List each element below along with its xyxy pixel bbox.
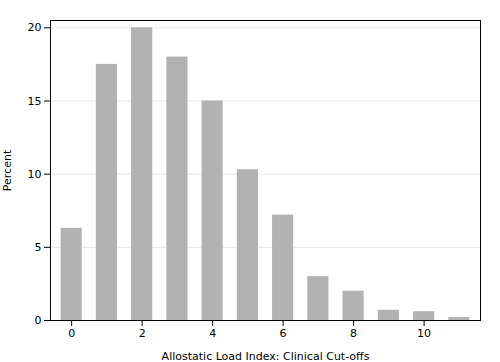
svg-text:10: 10 xyxy=(417,327,431,340)
svg-text:5: 5 xyxy=(35,241,42,254)
svg-text:Allostatic Load Index: Clinica: Allostatic Load Index: Clinical Cut-offs xyxy=(162,350,370,362)
svg-text:0: 0 xyxy=(35,314,42,327)
svg-text:8: 8 xyxy=(350,327,357,340)
svg-text:0: 0 xyxy=(68,327,75,340)
svg-text:15: 15 xyxy=(28,95,42,108)
svg-text:Percent: Percent xyxy=(1,149,14,191)
svg-text:4: 4 xyxy=(209,327,216,340)
svg-text:2: 2 xyxy=(139,327,146,340)
svg-text:20: 20 xyxy=(28,21,42,34)
svg-text:10: 10 xyxy=(28,168,42,181)
svg-text:6: 6 xyxy=(280,327,287,340)
